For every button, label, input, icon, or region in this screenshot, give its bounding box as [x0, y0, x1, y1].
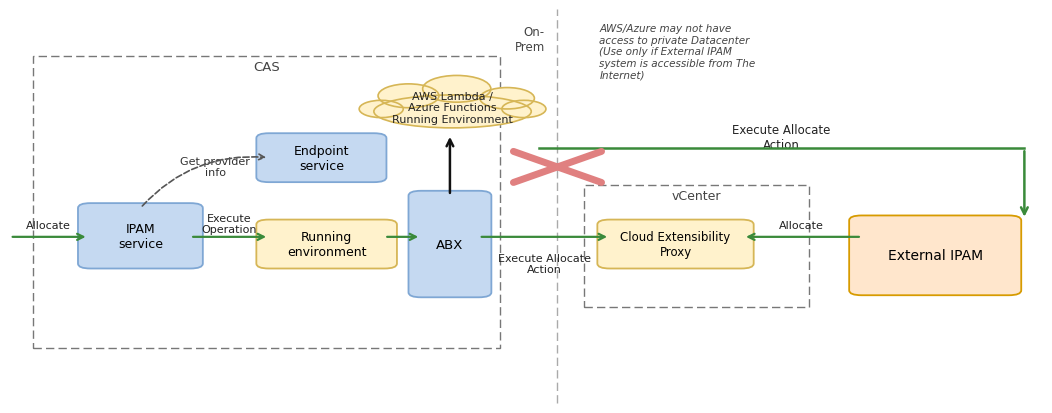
FancyBboxPatch shape — [78, 204, 203, 269]
FancyBboxPatch shape — [849, 216, 1021, 296]
FancyBboxPatch shape — [598, 220, 753, 269]
Text: AWS/Azure may not have
access to private Datacenter
(Use only if External IPAM
s: AWS/Azure may not have access to private… — [600, 24, 755, 80]
Text: vCenter: vCenter — [672, 190, 722, 203]
Text: CAS: CAS — [252, 61, 280, 74]
Text: External IPAM: External IPAM — [888, 249, 983, 263]
Text: Get provider
info: Get provider info — [180, 156, 250, 178]
Text: AWS Lambda /
Azure Functions
Running Environment: AWS Lambda / Azure Functions Running Env… — [392, 92, 513, 125]
Text: Execute Allocate
Action: Execute Allocate Action — [498, 253, 591, 275]
Text: On-
Prem: On- Prem — [514, 26, 545, 54]
Text: Cloud Extensibility
Proxy: Cloud Extensibility Proxy — [621, 230, 731, 259]
FancyBboxPatch shape — [257, 134, 386, 183]
Text: Allocate: Allocate — [778, 221, 824, 231]
Text: Running
environment: Running environment — [287, 230, 366, 259]
Text: Execute Allocate
Action: Execute Allocate Action — [732, 123, 831, 152]
Bar — [33, 57, 500, 348]
Bar — [584, 186, 809, 307]
Text: Execute
Operation: Execute Operation — [202, 214, 258, 235]
Ellipse shape — [502, 101, 546, 118]
Text: IPAM
service: IPAM service — [118, 222, 163, 250]
Ellipse shape — [373, 96, 531, 128]
Ellipse shape — [359, 101, 403, 118]
Text: ABX: ABX — [437, 238, 464, 251]
Ellipse shape — [480, 88, 534, 110]
Ellipse shape — [378, 85, 439, 109]
Text: Allocate: Allocate — [26, 221, 72, 231]
Ellipse shape — [423, 76, 491, 103]
FancyBboxPatch shape — [257, 220, 397, 269]
FancyBboxPatch shape — [408, 191, 491, 298]
Text: Endpoint
service: Endpoint service — [294, 144, 349, 172]
